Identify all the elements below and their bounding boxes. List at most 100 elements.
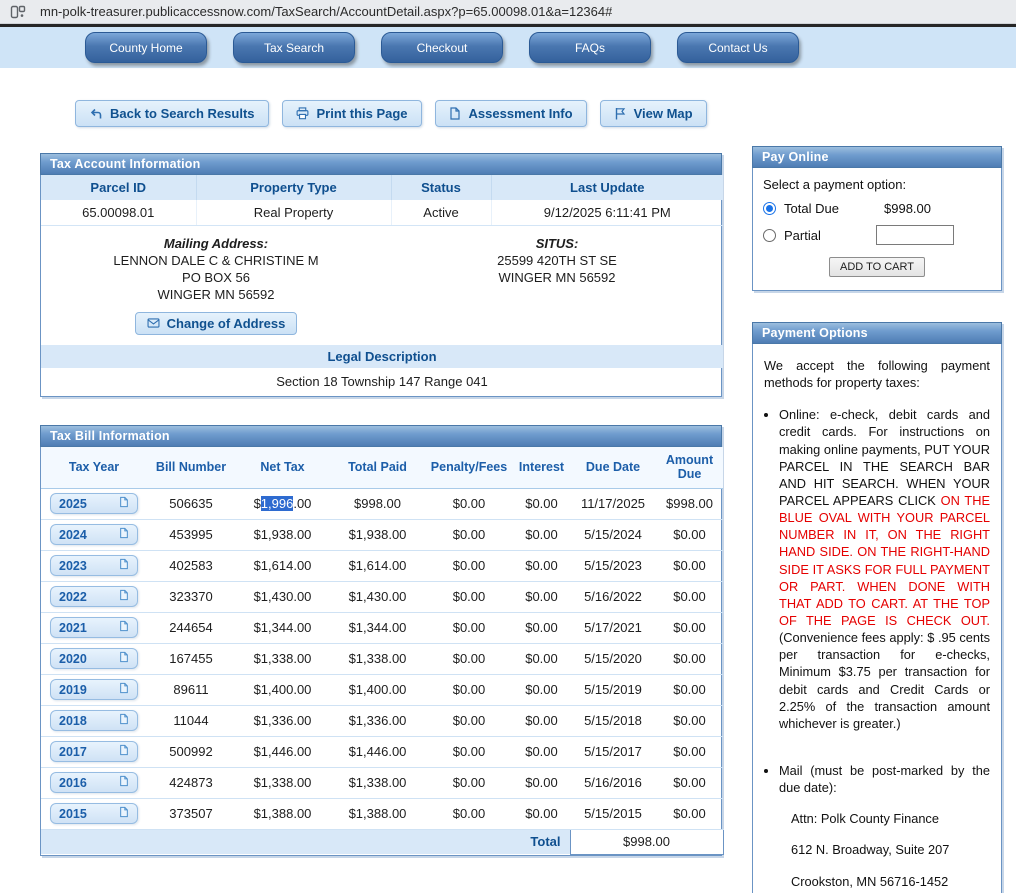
col-interest: Interest bbox=[513, 447, 570, 489]
cell-due-date: 5/17/2021 bbox=[570, 612, 656, 643]
view-map-button[interactable]: View Map bbox=[600, 100, 707, 127]
tab-groups-icon[interactable] bbox=[10, 4, 26, 20]
cell-tax-year: 2021 bbox=[41, 612, 147, 643]
cell-bill-number: 453995 bbox=[147, 519, 235, 550]
situs-label: SITUS: bbox=[397, 235, 717, 252]
cell-net-tax: $1,338.00 bbox=[235, 767, 330, 798]
situs-line: 25599 420TH ST SE bbox=[397, 252, 717, 269]
cell-interest: $0.00 bbox=[513, 705, 570, 736]
cell-net-tax: $1,938.00 bbox=[235, 519, 330, 550]
page-icon bbox=[119, 496, 129, 511]
cell-total-paid: $1,430.00 bbox=[330, 581, 425, 612]
tax-year-button[interactable]: 2018 bbox=[50, 710, 138, 731]
bill-row: 2019 89611 $1,400.00 $1,400.00 $0.00 $0.… bbox=[41, 674, 723, 705]
tax-account-panel: Tax Account Information Parcel ID Proper… bbox=[40, 153, 722, 397]
cell-due-date: 5/15/2018 bbox=[570, 705, 656, 736]
tax-year-button[interactable]: 2023 bbox=[50, 555, 138, 576]
mailing-address-label: Mailing Address: bbox=[47, 235, 385, 252]
cell-bill-number: 11044 bbox=[147, 705, 235, 736]
browser-address-bar[interactable]: mn-polk-treasurer.publicaccessnow.com/Ta… bbox=[0, 0, 1016, 24]
tax-year-button[interactable]: 2025 bbox=[50, 493, 138, 514]
cell-total-paid: $1,336.00 bbox=[330, 705, 425, 736]
tax-year-label: 2015 bbox=[59, 807, 87, 821]
cell-total-paid: $1,614.00 bbox=[330, 550, 425, 581]
bill-table-body: 2025 506635 $1,996.00 $998.00 $0.00 $0.0… bbox=[41, 488, 723, 829]
cell-interest: $0.00 bbox=[513, 488, 570, 519]
tax-year-button[interactable]: 2022 bbox=[50, 586, 138, 607]
nav-county-home[interactable]: County Home bbox=[85, 32, 207, 63]
cell-due-date: 5/15/2019 bbox=[570, 674, 656, 705]
cell-total-paid: $1,400.00 bbox=[330, 674, 425, 705]
change-of-address-button[interactable]: Change of Address bbox=[135, 312, 298, 335]
tax-account-panel-title: Tax Account Information bbox=[50, 157, 200, 171]
tax-year-button[interactable]: 2016 bbox=[50, 772, 138, 793]
cell-amount-due: $0.00 bbox=[656, 612, 723, 643]
bill-row: 2021 244654 $1,344.00 $1,344.00 $0.00 $0… bbox=[41, 612, 723, 643]
payment-options-panel: Payment Options We accept the following … bbox=[752, 322, 1002, 893]
col-last-update: Last Update bbox=[491, 175, 723, 200]
tax-year-label: 2016 bbox=[59, 776, 87, 790]
envelope-icon bbox=[147, 316, 160, 331]
bill-row: 2018 11044 $1,336.00 $1,336.00 $0.00 $0.… bbox=[41, 705, 723, 736]
cell-due-date: 5/15/2024 bbox=[570, 519, 656, 550]
page-icon bbox=[119, 527, 129, 542]
mail-address-block: Attn: Polk County Finance 612 N. Broadwa… bbox=[779, 810, 990, 889]
cell-amount-due: $0.00 bbox=[656, 643, 723, 674]
add-to-cart-button[interactable]: ADD TO CART bbox=[829, 257, 925, 277]
cell-amount-due: $0.00 bbox=[656, 581, 723, 612]
view-map-label: View Map bbox=[634, 106, 693, 121]
total-due-radio[interactable] bbox=[763, 202, 776, 215]
partial-radio[interactable] bbox=[763, 229, 776, 242]
address-row: Mailing Address: LENNON DALE C & CHRISTI… bbox=[41, 226, 723, 345]
bill-row: 2016 424873 $1,338.00 $1,338.00 $0.00 $0… bbox=[41, 767, 723, 798]
nav-tax-search[interactable]: Tax Search bbox=[233, 32, 355, 63]
page-icon bbox=[119, 651, 129, 666]
tax-year-button[interactable]: 2015 bbox=[50, 803, 138, 824]
cell-penalty-fees: $0.00 bbox=[425, 519, 513, 550]
tax-bill-panel-body: Tax Year Bill Number Net Tax Total Paid … bbox=[40, 447, 722, 856]
tax-bill-panel-header: Tax Bill Information bbox=[40, 425, 722, 447]
tax-year-button[interactable]: 2020 bbox=[50, 648, 138, 669]
cell-penalty-fees: $0.00 bbox=[425, 550, 513, 581]
mail-payment-item: Mail (must be post-marked by the due dat… bbox=[779, 762, 990, 890]
back-to-search-results-button[interactable]: Back to Search Results bbox=[75, 100, 269, 127]
col-penalty-fees: Penalty/Fees bbox=[425, 447, 513, 489]
cell-property-type: Real Property bbox=[196, 200, 391, 226]
page-icon bbox=[119, 806, 129, 821]
cell-bill-number: 323370 bbox=[147, 581, 235, 612]
cell-interest: $0.00 bbox=[513, 736, 570, 767]
url-text[interactable]: mn-polk-treasurer.publicaccessnow.com/Ta… bbox=[40, 4, 612, 19]
tax-year-label: 2021 bbox=[59, 621, 87, 635]
mail-address-line: Crookston, MN 56716-1452 bbox=[791, 873, 990, 890]
col-due-date: Due Date bbox=[570, 447, 656, 489]
col-property-type: Property Type bbox=[196, 175, 391, 200]
tax-year-label: 2017 bbox=[59, 745, 87, 759]
tax-year-button[interactable]: 2021 bbox=[50, 617, 138, 638]
legal-description-title: Legal Description bbox=[41, 345, 723, 368]
total-due-label: Total Due bbox=[784, 201, 852, 216]
assessment-info-button[interactable]: Assessment Info bbox=[435, 100, 587, 127]
cell-net-tax: $1,430.00 bbox=[235, 581, 330, 612]
cell-penalty-fees: $0.00 bbox=[425, 612, 513, 643]
tax-year-button[interactable]: 2024 bbox=[50, 524, 138, 545]
online-payment-text-2: (Convenience fees apply: $ .95 cents per… bbox=[779, 630, 990, 731]
cell-amount-due: $0.00 bbox=[656, 798, 723, 829]
legal-description-text: Section 18 Township 147 Range 041 bbox=[41, 368, 723, 396]
payment-options-list: Online: e-check, debit cards and credit … bbox=[764, 406, 990, 893]
nav-contact-us[interactable]: Contact Us bbox=[677, 32, 799, 63]
bill-row: 2020 167455 $1,338.00 $1,338.00 $0.00 $0… bbox=[41, 643, 723, 674]
print-this-page-button[interactable]: Print this Page bbox=[282, 100, 422, 127]
cell-tax-year: 2023 bbox=[41, 550, 147, 581]
cell-penalty-fees: $0.00 bbox=[425, 488, 513, 519]
tax-year-button[interactable]: 2019 bbox=[50, 679, 138, 700]
partial-amount-input[interactable] bbox=[876, 225, 954, 245]
tax-year-button[interactable]: 2017 bbox=[50, 741, 138, 762]
nav-faqs[interactable]: FAQs bbox=[529, 32, 651, 63]
printer-icon bbox=[296, 107, 309, 120]
mailing-address-line: WINGER MN 56592 bbox=[47, 286, 385, 303]
cell-due-date: 5/15/2020 bbox=[570, 643, 656, 674]
cell-bill-number: 167455 bbox=[147, 643, 235, 674]
tax-bill-panel-title: Tax Bill Information bbox=[50, 429, 170, 443]
nav-checkout[interactable]: Checkout bbox=[381, 32, 503, 63]
print-this-page-label: Print this Page bbox=[317, 106, 408, 121]
